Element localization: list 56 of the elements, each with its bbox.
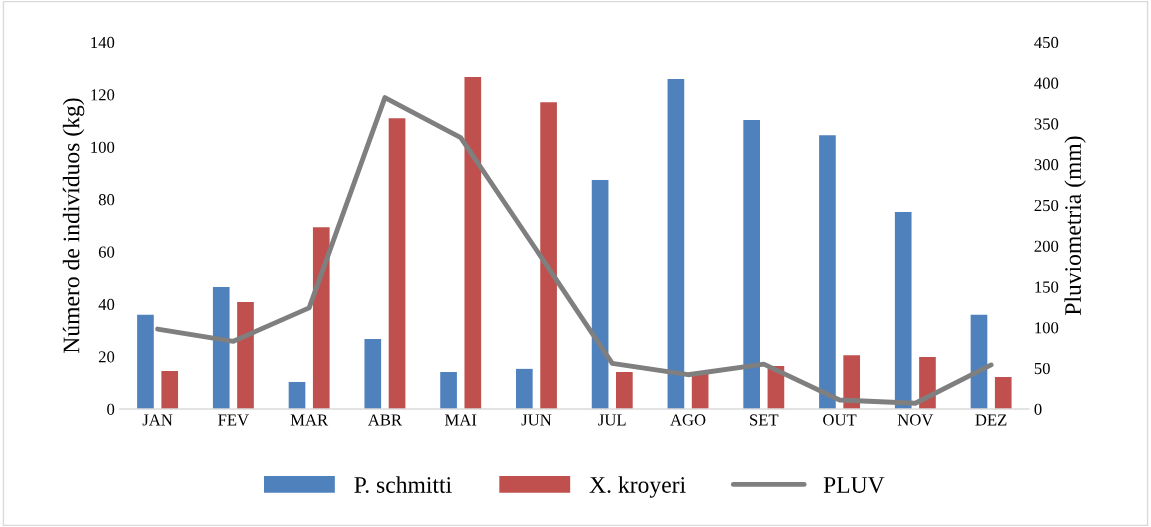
bar (364, 339, 382, 409)
bar (994, 376, 1012, 409)
y2-tick-label: 450 (1034, 36, 1059, 49)
y2-axis-title: Pluviometria (mm) (1064, 136, 1086, 316)
y2-tick-label: 400 (1034, 77, 1059, 89)
y-tick-label: 40 (98, 298, 115, 311)
bar (843, 355, 861, 409)
x-tick-label: SET (750, 414, 779, 426)
y-tick-label: 60 (98, 246, 115, 258)
bar (312, 227, 330, 409)
bar (137, 314, 154, 409)
bar (667, 79, 685, 409)
line-series (155, 95, 994, 406)
bar (212, 287, 230, 409)
legend-label: P. schmitti (354, 476, 452, 493)
y2-tick-label: 200 (1034, 240, 1059, 252)
x-tick-label: FEV (218, 414, 249, 426)
bar (237, 302, 254, 409)
y-tick-label: 100 (91, 141, 115, 153)
bar (388, 118, 406, 409)
y-tick-label: 80 (98, 194, 115, 206)
x-tick-label: NOV (897, 414, 934, 426)
y2-tick-label: 350 (1034, 118, 1059, 130)
x-tick-label: MAI (444, 414, 477, 426)
bar (516, 368, 533, 409)
bar (743, 119, 760, 409)
bar (288, 381, 306, 409)
x-tick-label: DEZ (975, 414, 1007, 426)
bar (591, 179, 609, 409)
x-tick-label: JUN (521, 414, 552, 426)
x-tick-label: MAR (290, 414, 329, 426)
y-tick-label: 120 (91, 89, 115, 101)
bar (161, 370, 179, 409)
x-tick-label: AGO (670, 414, 706, 426)
y2-tick-label: 250 (1034, 199, 1059, 212)
legend-label: X. kroyeri (589, 476, 686, 498)
y2-tick-label: 300 (1034, 159, 1059, 171)
x-tick-label: ABR (367, 414, 403, 426)
x-tick-label: JUL (598, 414, 626, 426)
y-tick-label: 0 (107, 403, 115, 415)
y-tick-label: 20 (98, 351, 115, 363)
y2-tick-label: 0 (1034, 403, 1042, 415)
bar (616, 372, 633, 409)
y-axis-title: Número de indivíduos (kg) (62, 98, 85, 354)
bar (440, 372, 457, 409)
y-tick-label: 140 (91, 36, 115, 49)
x-tick-label: JAN (142, 414, 173, 426)
y2-tick-label: 100 (1035, 322, 1059, 334)
bar (894, 211, 912, 409)
bar (540, 102, 557, 409)
x-tick-label: OUT (823, 414, 857, 426)
bar (464, 77, 482, 409)
y2-tick-label: 150 (1035, 281, 1059, 293)
bar (819, 135, 836, 409)
y2-tick-label: 50 (1034, 362, 1050, 375)
legend-label: PLUV (823, 477, 885, 493)
